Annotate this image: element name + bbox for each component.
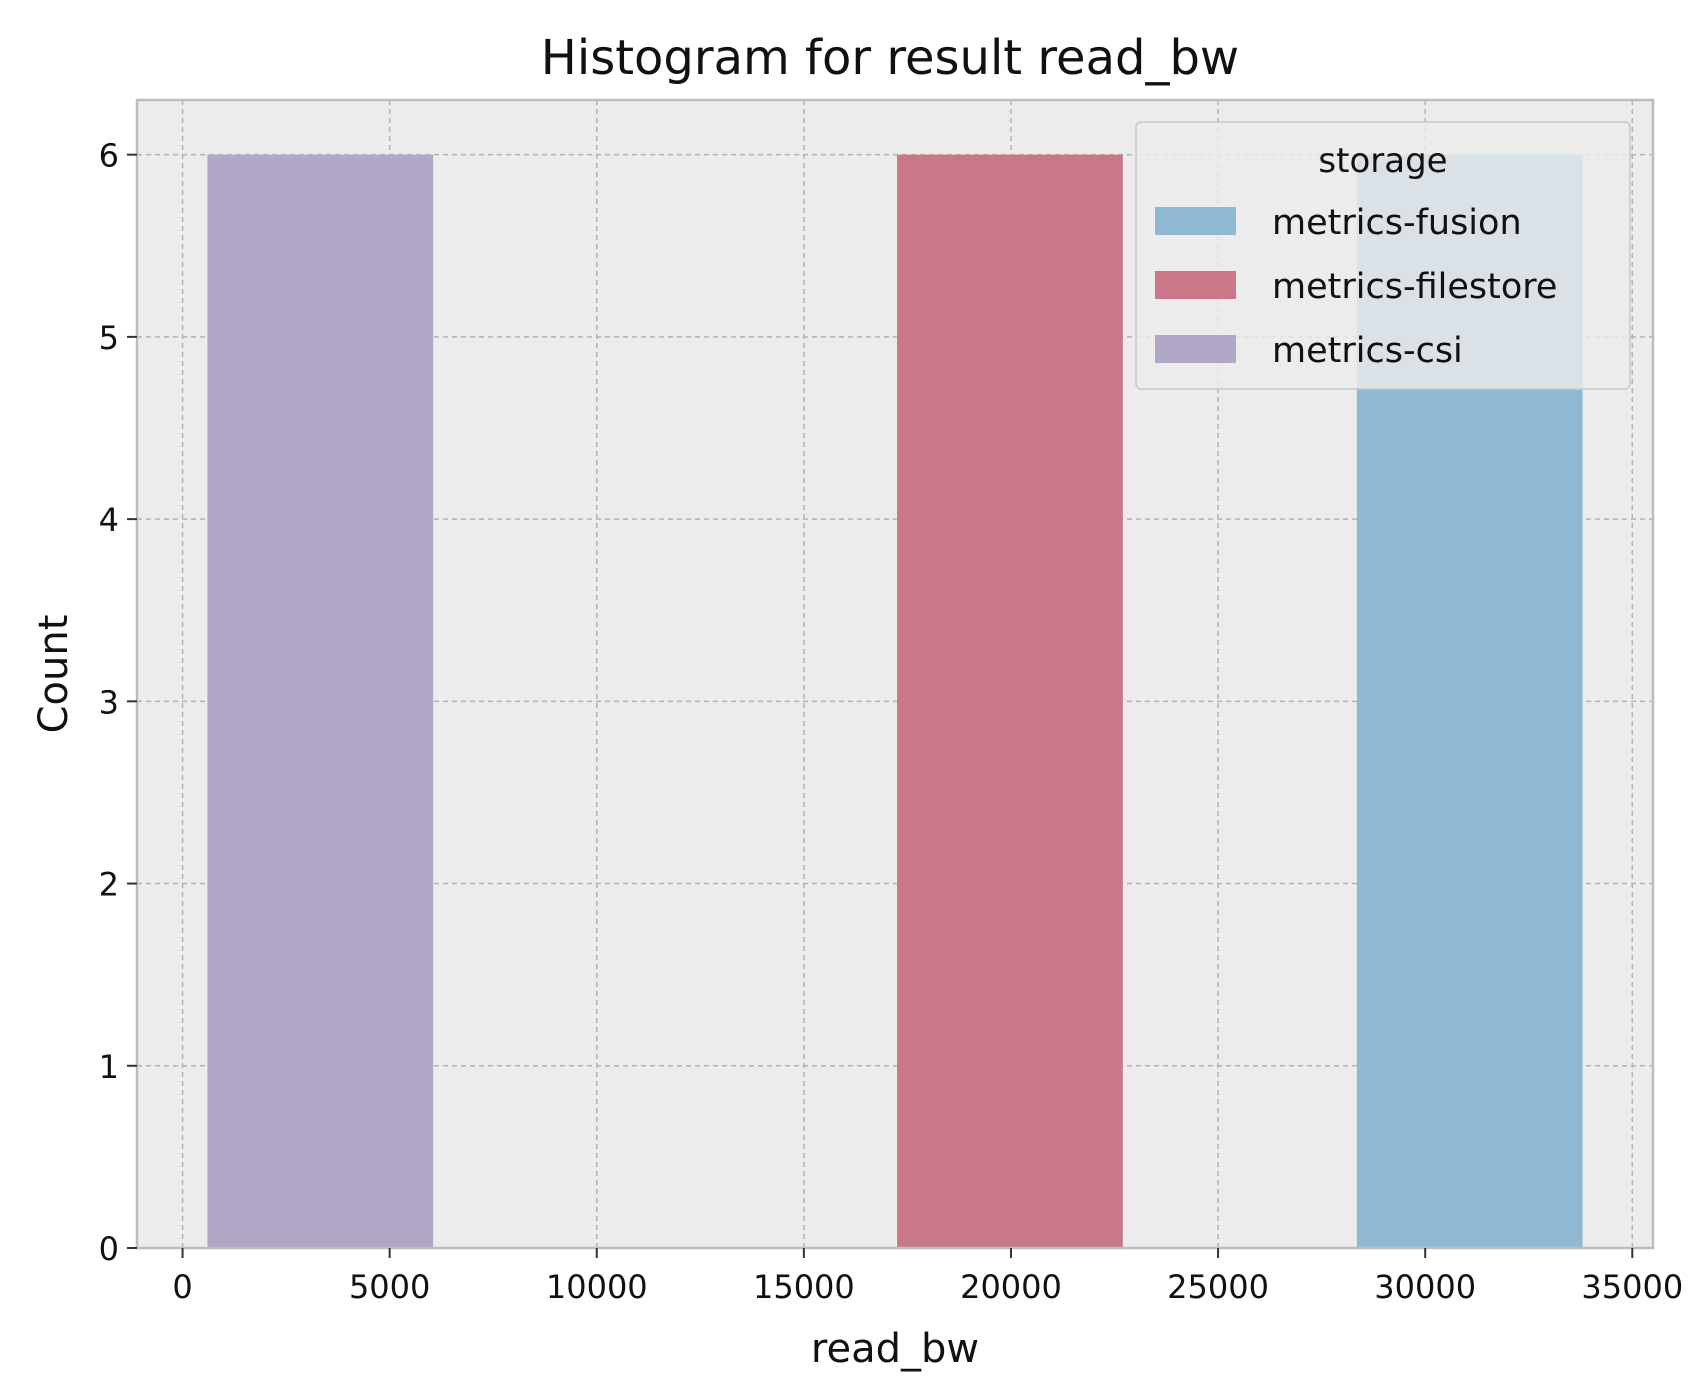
x-tick-label: 35000 <box>1581 1268 1683 1306</box>
bars <box>207 154 1583 1249</box>
legend-swatch <box>1155 271 1236 299</box>
x-tick-label: 20000 <box>960 1268 1062 1306</box>
y-axis-label: Count <box>31 615 77 734</box>
legend-label: metrics-csi <box>1272 331 1463 371</box>
x-tick-label: 30000 <box>1374 1268 1476 1306</box>
legend-box <box>1135 121 1631 390</box>
x-tick-label: 5000 <box>349 1268 430 1306</box>
y-tick-label: 3 <box>99 683 119 721</box>
y-tick-label: 6 <box>99 137 119 175</box>
x-tick-label: 15000 <box>753 1268 855 1306</box>
legend-label: metrics-filestore <box>1272 267 1557 307</box>
x-tick-label: 25000 <box>1167 1268 1269 1306</box>
y-tick-label: 0 <box>99 1230 119 1268</box>
x-tick-label: 0 <box>172 1268 192 1306</box>
legend-label: metrics-fusion <box>1272 203 1522 243</box>
y-tick-label: 5 <box>99 319 119 357</box>
x-tick-label: 10000 <box>546 1268 648 1306</box>
legend-swatch <box>1155 207 1236 235</box>
legend-items: metrics-fusion metrics-filestore metrics-c… <box>1155 203 1557 371</box>
bar-metrics-filestore <box>897 154 1123 1249</box>
x-axis-label: read_bw <box>811 1326 979 1372</box>
legend-swatch <box>1155 335 1236 363</box>
axis-ticks: 0 5000 10000 15000 20000 25000 30000 35000 0 1 2 3 4… <box>99 137 1684 1306</box>
bar-metrics-csi <box>207 154 434 1249</box>
y-tick-label: 4 <box>99 501 119 539</box>
legend: storage metrics-fusionmetrics-filestorem… <box>1135 121 1631 390</box>
legend-title: storage <box>1318 141 1447 181</box>
y-tick-label: 1 <box>99 1048 119 1086</box>
chart-title: Histogram for result read_bw <box>541 30 1239 86</box>
plot-frame <box>135 98 1655 1250</box>
y-tick-label: 2 <box>99 866 119 904</box>
